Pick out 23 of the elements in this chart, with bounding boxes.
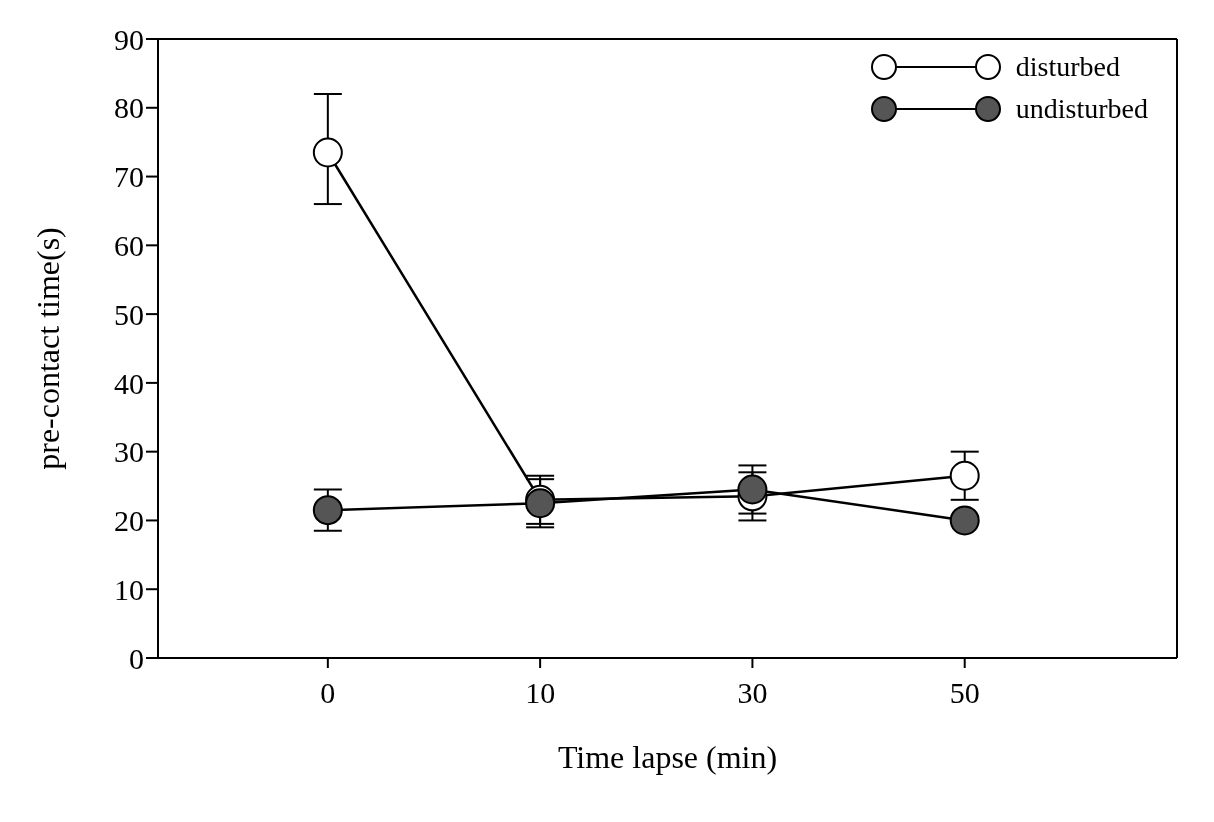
- point: [949, 505, 980, 536]
- x-tick-label: 0: [320, 676, 336, 710]
- legend-label: disturbed: [1015, 51, 1120, 83]
- y-axis-title: pre-contact time(s): [30, 227, 67, 470]
- x-tick-label: 30: [737, 676, 768, 710]
- y-tick-label: 0: [129, 641, 144, 675]
- point: [312, 495, 343, 526]
- legend-label: undisturbed: [1015, 93, 1148, 125]
- point: [312, 137, 343, 168]
- y-tick-label: 50: [114, 297, 144, 331]
- y-tick-label: 30: [114, 435, 144, 469]
- y-tick-label: 40: [114, 366, 144, 400]
- x-axis-title: Time lapse (min): [557, 739, 778, 775]
- x-tick-label: 50: [949, 676, 980, 710]
- y-tick-label: 80: [114, 91, 144, 125]
- point: [949, 460, 980, 491]
- x-tick-label: 10: [525, 676, 556, 710]
- y-tick-label: 90: [114, 22, 144, 56]
- y-tick-label: 60: [114, 228, 144, 262]
- y-tick-label: 70: [114, 160, 144, 194]
- y-tick-label: 20: [114, 504, 144, 538]
- y-tick-label: 10: [114, 572, 144, 606]
- point: [737, 474, 768, 505]
